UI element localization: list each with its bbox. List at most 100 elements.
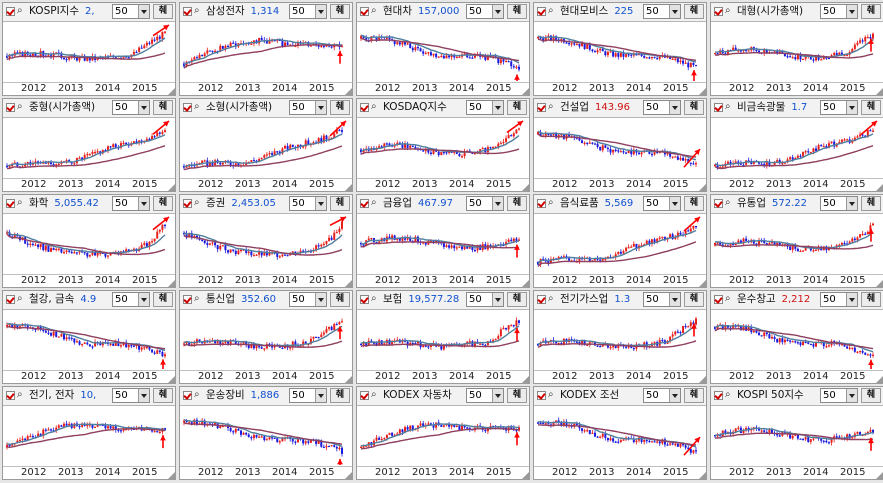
- options-button[interactable]: 췌: [861, 4, 881, 19]
- checkbox-icon[interactable]: [183, 391, 192, 400]
- options-button[interactable]: 췌: [684, 4, 704, 19]
- chevron-down-icon[interactable]: [492, 197, 503, 210]
- checkbox-icon[interactable]: [6, 199, 15, 208]
- options-button[interactable]: 췌: [684, 292, 704, 307]
- magnifier-icon[interactable]: ⌕: [17, 197, 23, 208]
- magnifier-icon[interactable]: ⌕: [548, 5, 554, 16]
- checkbox-icon[interactable]: [714, 103, 723, 112]
- period-select[interactable]: 50: [820, 388, 858, 403]
- chart-panel[interactable]: ⌕ KOSDAQ지수 50 췌 2012 2013 2014 2015: [356, 98, 530, 192]
- period-select[interactable]: 50: [112, 388, 150, 403]
- resize-handle[interactable]: [168, 376, 175, 383]
- chart-panel[interactable]: ⌕ 화학 5,055.42 50 췌 2012 2013 2014 2015: [2, 194, 176, 288]
- resize-handle[interactable]: [168, 88, 175, 95]
- period-select[interactable]: 50: [820, 100, 858, 115]
- options-button[interactable]: 췌: [861, 196, 881, 211]
- options-button[interactable]: 췌: [330, 196, 350, 211]
- period-select[interactable]: 50: [643, 4, 681, 19]
- magnifier-icon[interactable]: ⌕: [725, 389, 731, 400]
- checkbox-icon[interactable]: [183, 7, 192, 16]
- chart-panel[interactable]: ⌕ 철강, 금속 4.9 50 췌 2012 2013 2014 2015: [2, 290, 176, 384]
- checkbox-icon[interactable]: [714, 7, 723, 16]
- resize-handle[interactable]: [699, 184, 706, 191]
- chart-panel[interactable]: ⌕ 현대모비스 225 50 췌 2012 2013 2014 2015: [533, 2, 707, 96]
- chart-panel[interactable]: ⌕ 비금속광물 1.7 50 췌 2012 2013 2014 2015: [710, 98, 883, 192]
- resize-handle[interactable]: [522, 184, 529, 191]
- chart-panel[interactable]: ⌕ 보험 19,577.28 50 췌 2012 2013 2014 2015: [356, 290, 530, 384]
- chart-panel[interactable]: ⌕ 중형(시가총액) 50 췌 2012 2013 2014 2015: [2, 98, 176, 192]
- options-button[interactable]: 췌: [507, 196, 527, 211]
- chart-panel[interactable]: ⌕ 대형(시가총액) 50 췌 2012 2013 2014 2015: [710, 2, 883, 96]
- chart-panel[interactable]: ⌕ 금융업 467.97 50 췌 2012 2013 2014 2015: [356, 194, 530, 288]
- period-select[interactable]: 50: [466, 4, 504, 19]
- resize-handle[interactable]: [168, 472, 175, 479]
- period-select[interactable]: 50: [112, 292, 150, 307]
- resize-handle[interactable]: [345, 376, 352, 383]
- period-select[interactable]: 50: [643, 388, 681, 403]
- period-select[interactable]: 50: [820, 292, 858, 307]
- magnifier-icon[interactable]: ⌕: [371, 5, 377, 16]
- chart-panel[interactable]: ⌕ KOSPI지수 2, 50 췌 2012 2013 2014 2015: [2, 2, 176, 96]
- resize-handle[interactable]: [699, 280, 706, 287]
- period-select[interactable]: 50: [820, 4, 858, 19]
- options-button[interactable]: 췌: [507, 4, 527, 19]
- period-select[interactable]: 50: [466, 388, 504, 403]
- magnifier-icon[interactable]: ⌕: [194, 293, 200, 304]
- chart-panel[interactable]: ⌕ 건설업 143.96 50 췌 2012 2013 2014 2015: [533, 98, 707, 192]
- chevron-down-icon[interactable]: [138, 389, 149, 402]
- period-select[interactable]: 50: [643, 100, 681, 115]
- chevron-down-icon[interactable]: [846, 101, 857, 114]
- chevron-down-icon[interactable]: [669, 293, 680, 306]
- chevron-down-icon[interactable]: [669, 101, 680, 114]
- magnifier-icon[interactable]: ⌕: [194, 101, 200, 112]
- chevron-down-icon[interactable]: [846, 197, 857, 210]
- chevron-down-icon[interactable]: [138, 101, 149, 114]
- chevron-down-icon[interactable]: [315, 5, 326, 18]
- magnifier-icon[interactable]: ⌕: [371, 197, 377, 208]
- chevron-down-icon[interactable]: [138, 197, 149, 210]
- checkbox-icon[interactable]: [183, 199, 192, 208]
- options-button[interactable]: 췌: [684, 388, 704, 403]
- checkbox-icon[interactable]: [537, 103, 546, 112]
- checkbox-icon[interactable]: [714, 295, 723, 304]
- period-select[interactable]: 50: [112, 100, 150, 115]
- resize-handle[interactable]: [522, 280, 529, 287]
- period-select[interactable]: 50: [289, 292, 327, 307]
- magnifier-icon[interactable]: ⌕: [194, 389, 200, 400]
- period-select[interactable]: 50: [289, 100, 327, 115]
- checkbox-icon[interactable]: [6, 7, 15, 16]
- magnifier-icon[interactable]: ⌕: [17, 293, 23, 304]
- checkbox-icon[interactable]: [6, 295, 15, 304]
- checkbox-icon[interactable]: [6, 391, 15, 400]
- chevron-down-icon[interactable]: [138, 293, 149, 306]
- options-button[interactable]: 췌: [153, 4, 173, 19]
- magnifier-icon[interactable]: ⌕: [725, 5, 731, 16]
- resize-handle[interactable]: [876, 376, 883, 383]
- options-button[interactable]: 췌: [861, 388, 881, 403]
- chart-panel[interactable]: ⌕ 통신업 352.60 50 췌 2012 2013 2014 2015: [179, 290, 353, 384]
- period-select[interactable]: 50: [289, 388, 327, 403]
- chevron-down-icon[interactable]: [669, 197, 680, 210]
- resize-handle[interactable]: [168, 280, 175, 287]
- period-select[interactable]: 50: [466, 196, 504, 211]
- chevron-down-icon[interactable]: [315, 293, 326, 306]
- chevron-down-icon[interactable]: [846, 389, 857, 402]
- chevron-down-icon[interactable]: [669, 389, 680, 402]
- magnifier-icon[interactable]: ⌕: [725, 293, 731, 304]
- magnifier-icon[interactable]: ⌕: [371, 101, 377, 112]
- options-button[interactable]: 췌: [330, 4, 350, 19]
- chart-panel[interactable]: ⌕ KOSPI 50지수 50 췌 2012 2013 2014 2015: [710, 386, 883, 480]
- magnifier-icon[interactable]: ⌕: [194, 197, 200, 208]
- options-button[interactable]: 췌: [153, 292, 173, 307]
- resize-handle[interactable]: [522, 88, 529, 95]
- chevron-down-icon[interactable]: [846, 293, 857, 306]
- chart-panel[interactable]: ⌕ 유통업 572.22 50 췌 2012 2013 2014 2015: [710, 194, 883, 288]
- chart-panel[interactable]: ⌕ 전기, 전자 10, 50 췌 2012 2013 2014 2015: [2, 386, 176, 480]
- checkbox-icon[interactable]: [714, 199, 723, 208]
- magnifier-icon[interactable]: ⌕: [371, 293, 377, 304]
- chevron-down-icon[interactable]: [669, 5, 680, 18]
- options-button[interactable]: 췌: [330, 388, 350, 403]
- resize-handle[interactable]: [345, 184, 352, 191]
- magnifier-icon[interactable]: ⌕: [548, 197, 554, 208]
- chevron-down-icon[interactable]: [846, 5, 857, 18]
